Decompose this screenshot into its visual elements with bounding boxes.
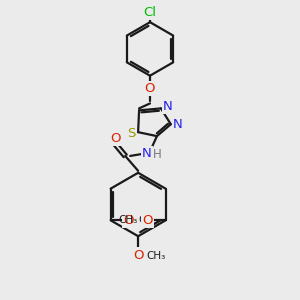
Text: Cl: Cl xyxy=(143,6,157,19)
Text: S: S xyxy=(127,127,135,140)
Text: N: N xyxy=(173,118,183,131)
Text: N: N xyxy=(142,148,152,160)
Text: H: H xyxy=(153,148,161,161)
Text: CH₃: CH₃ xyxy=(138,215,158,225)
Text: O: O xyxy=(133,248,143,262)
Text: O: O xyxy=(110,132,121,145)
Text: O: O xyxy=(123,214,134,227)
Text: O: O xyxy=(142,214,153,227)
Text: CH₃: CH₃ xyxy=(118,215,138,225)
Text: CH₃: CH₃ xyxy=(146,251,165,261)
Text: O: O xyxy=(145,82,155,95)
Text: N: N xyxy=(163,100,173,113)
